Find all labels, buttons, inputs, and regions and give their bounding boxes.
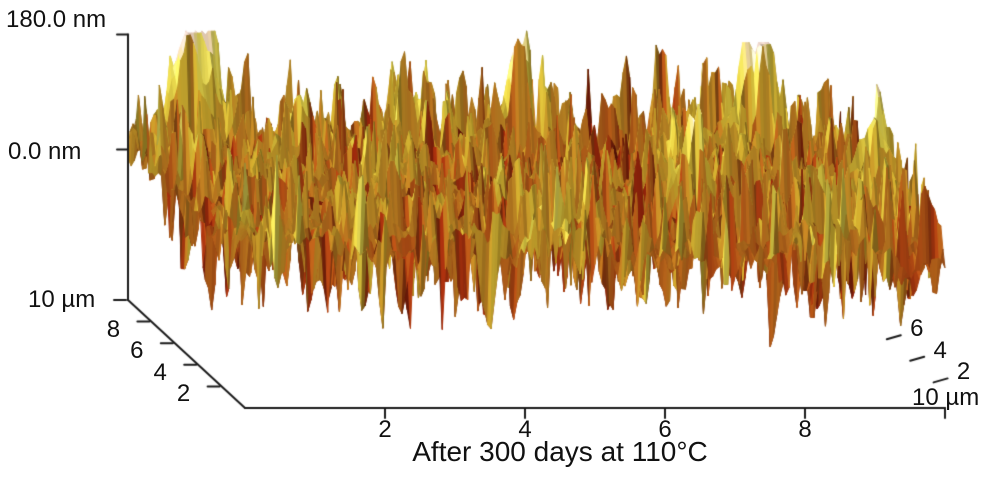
- x-axis-tick-label: 8: [798, 416, 812, 443]
- y-axis-end-label: 10 µm: [28, 286, 96, 313]
- y-axis-tick-label: 2: [176, 380, 191, 408]
- z-axis-max-label: 180.0 nm: [6, 6, 107, 33]
- x-axis-tick-label: 2: [378, 416, 392, 443]
- figure-caption: After 300 days at 110°C: [412, 436, 708, 467]
- y-axis-right-tick-label: 4: [933, 336, 947, 364]
- y-axis-right-tick-label: 2: [956, 358, 971, 386]
- x-axis-tick-label: 6: [658, 416, 672, 443]
- z-axis-zero-label: 0.0 nm: [8, 138, 82, 165]
- y-axis-tick-label: 8: [106, 315, 121, 343]
- x-axis-tick-label: 4: [518, 416, 532, 443]
- y-axis-right-tick-label: 6: [910, 315, 924, 343]
- x-axis-end-label: 10 µm: [912, 384, 980, 411]
- y-axis-tick-label: 6: [130, 337, 144, 365]
- y-axis-tick-label: 4: [153, 358, 167, 386]
